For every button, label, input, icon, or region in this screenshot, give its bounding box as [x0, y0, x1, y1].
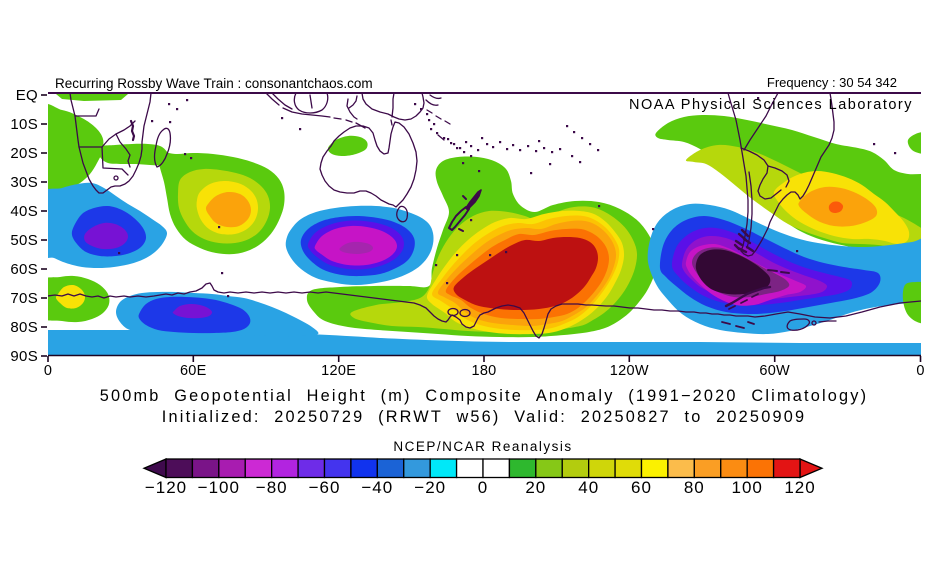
svg-text:−120: −120 — [145, 478, 187, 497]
svg-text:120W: 120W — [610, 363, 649, 379]
svg-text:EQ: EQ — [16, 87, 38, 104]
svg-text:20: 20 — [525, 478, 546, 497]
svg-text:60E: 60E — [180, 363, 207, 379]
svg-text:70S: 70S — [10, 290, 38, 307]
svg-text:500mb Geopotential Height (m): 500mb Geopotential Height (m) Composite … — [100, 387, 869, 405]
svg-text:−100: −100 — [198, 478, 240, 497]
svg-text:−40: −40 — [361, 478, 393, 497]
svg-text:120: 120 — [784, 478, 815, 497]
svg-text:30S: 30S — [10, 174, 38, 191]
svg-text:60: 60 — [631, 478, 652, 497]
svg-text:10S: 10S — [10, 116, 38, 133]
svg-text:−80: −80 — [256, 478, 288, 497]
svg-text:Frequency : 30 54 342: Frequency : 30 54 342 — [767, 75, 897, 90]
svg-text:NCEP/NCAR Reanalysis: NCEP/NCAR Reanalysis — [393, 439, 572, 454]
svg-text:90S: 90S — [10, 348, 38, 365]
svg-text:80S: 80S — [10, 319, 38, 336]
svg-text:60S: 60S — [10, 261, 38, 278]
svg-text:0: 0 — [44, 363, 52, 379]
svg-text:80: 80 — [684, 478, 705, 497]
svg-text:180: 180 — [471, 363, 496, 379]
svg-text:50S: 50S — [10, 232, 38, 249]
svg-text:NOAA Physical Sciences Laborat: NOAA Physical Sciences Laboratory — [629, 97, 913, 113]
svg-text:0: 0 — [478, 478, 488, 497]
svg-text:60W: 60W — [759, 363, 790, 379]
svg-text:−60: −60 — [309, 478, 341, 497]
svg-text:40: 40 — [578, 478, 599, 497]
svg-text:20S: 20S — [10, 145, 38, 162]
svg-text:100: 100 — [732, 478, 763, 497]
svg-text:0: 0 — [916, 363, 924, 379]
svg-text:120E: 120E — [321, 363, 356, 379]
svg-text:40S: 40S — [10, 203, 38, 220]
svg-text:Recurring Rossby Wave Train :: Recurring Rossby Wave Train : consonantc… — [55, 76, 373, 91]
svg-text:−20: −20 — [414, 478, 446, 497]
svg-text:Initialized: 20250729 (RRWT w5: Initialized: 20250729 (RRWT w56) Valid: … — [162, 408, 806, 426]
